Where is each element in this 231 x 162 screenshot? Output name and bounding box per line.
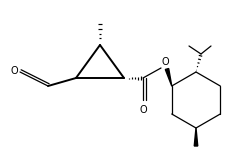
Text: O: O — [162, 57, 170, 67]
Polygon shape — [165, 69, 172, 86]
Polygon shape — [194, 128, 198, 146]
Text: O: O — [139, 105, 147, 115]
Text: O: O — [10, 66, 18, 76]
